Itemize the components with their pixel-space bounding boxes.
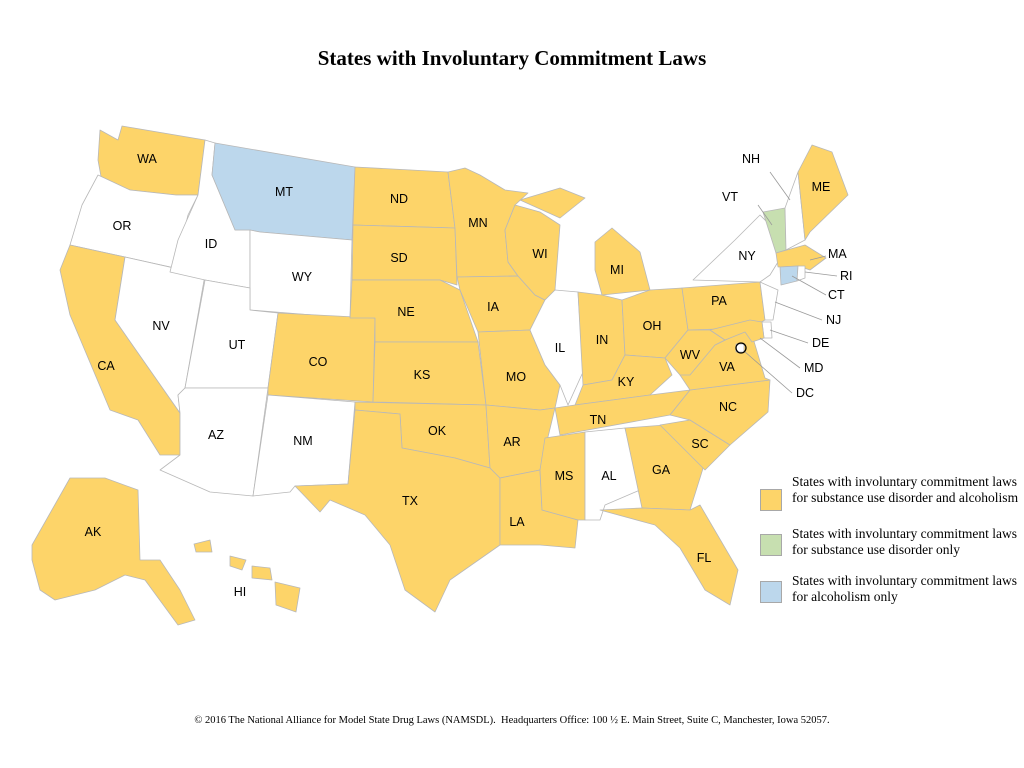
legend-text-both: States with involuntary commitment laws … [792,474,1019,505]
leader-line-de [769,329,809,344]
state-label-ma: MA [828,247,847,261]
state-OR[interactable] [69,174,199,269]
leader-line-nj [774,301,823,321]
state-label-fl: FL [697,551,712,565]
state-label-nc: NC [719,400,737,414]
state-label-de: DE [812,336,829,350]
state-label-mn: MN [468,216,487,230]
state-label-me: ME [812,180,831,194]
map-title: States with Involuntary Commitment Laws [317,46,707,70]
state-label-id: ID [205,237,218,251]
state-label-ny: NY [738,249,756,263]
state-label-ar: AR [503,435,520,449]
state-label-wi: WI [532,247,547,261]
state-label-il: IL [555,341,565,355]
state-label-mt: MT [275,185,293,199]
state-label-ca: CA [97,359,115,373]
state-label-oh: OH [643,319,662,333]
state-label-al: AL [601,469,616,483]
state-label-nv: NV [152,319,170,333]
state-label-tn: TN [590,413,607,427]
state-HI[interactable] [193,539,301,613]
state-AK[interactable] [31,477,196,626]
state-label-ak: AK [85,525,102,539]
legend-item-sud-only: States with involuntary commitment laws … [760,526,1022,558]
state-FL[interactable] [599,504,739,606]
label-leader-lines [743,171,838,394]
state-label-or: OR [113,219,132,233]
legend-text-alcohol-only: States with involuntary commitment laws … [792,573,1017,604]
state-label-ut: UT [229,338,246,352]
state-label-ks: KS [414,368,431,382]
leader-line-ma [809,255,827,261]
state-label-dc: DC [796,386,814,400]
legend-swatch-both [760,489,782,511]
leader-line-ct [791,275,827,296]
legend-swatch-sud-only [760,534,782,556]
state-TX[interactable] [294,409,501,613]
state-label-nh: NH [742,152,760,166]
state-label-nj: NJ [826,313,841,327]
state-labels: WA OR CA NV ID MT WY UT AZ CO NM ND SD NE KS OK TX MN IA MO… [85,152,853,599]
state-ME[interactable] [797,144,849,241]
state-label-in: IN [596,333,609,347]
state-label-co: CO [309,355,328,369]
copyright-footer: © 2016 The National Alliance for Model S… [194,715,830,726]
legend-item-both: States with involuntary commitment laws … [760,474,1022,511]
state-label-ok: OK [428,424,447,438]
state-IL[interactable] [529,289,584,406]
state-label-hi: HI [234,585,247,599]
state-label-ri: RI [840,269,853,283]
state-label-wv: WV [680,348,701,362]
state-NY[interactable] [692,214,779,283]
state-RI[interactable] [796,265,806,282]
state-label-wa: WA [137,152,157,166]
state-label-ct: CT [828,288,845,302]
leader-line-dc [743,350,793,394]
state-label-ne: NE [397,305,414,319]
legend-text-sud-only: States with involuntary commitment laws … [792,526,1017,557]
state-NJ[interactable] [759,281,779,321]
legend: States with involuntary commitment laws … [760,474,1022,620]
state-label-ky: KY [618,375,635,389]
leader-line-nh [769,171,791,201]
leader-line-md [759,337,801,369]
state-label-va: VA [719,360,735,374]
state-label-la: LA [509,515,525,529]
state-label-tx: TX [402,494,419,508]
state-label-ia: IA [487,300,499,314]
state-label-mo: MO [506,370,526,384]
state-label-az: AZ [208,428,224,442]
state-MA[interactable] [775,244,827,271]
leader-line-ri [804,271,838,277]
state-label-nm: NM [293,434,312,448]
state-SD[interactable] [351,224,458,286]
state-MD[interactable] [709,319,765,343]
state-AZ[interactable] [159,387,269,497]
legend-item-alcohol-only: States with involuntary commitment laws … [760,573,1022,605]
state-label-pa: PA [711,294,727,308]
state-label-vt: VT [722,190,738,204]
state-CT[interactable] [779,265,799,286]
state-label-md: MD [804,361,823,375]
state-label-sc: SC [691,437,708,451]
legend-swatch-alcohol-only [760,581,782,603]
leader-line-vt [757,204,773,226]
state-label-sd: SD [390,251,407,265]
dc-marker-icon [735,342,747,354]
state-label-wy: WY [292,270,313,284]
state-label-ms: MS [555,469,574,483]
state-label-mi: MI [610,263,624,277]
state-label-nd: ND [390,192,408,206]
state-label-ga: GA [652,463,671,477]
